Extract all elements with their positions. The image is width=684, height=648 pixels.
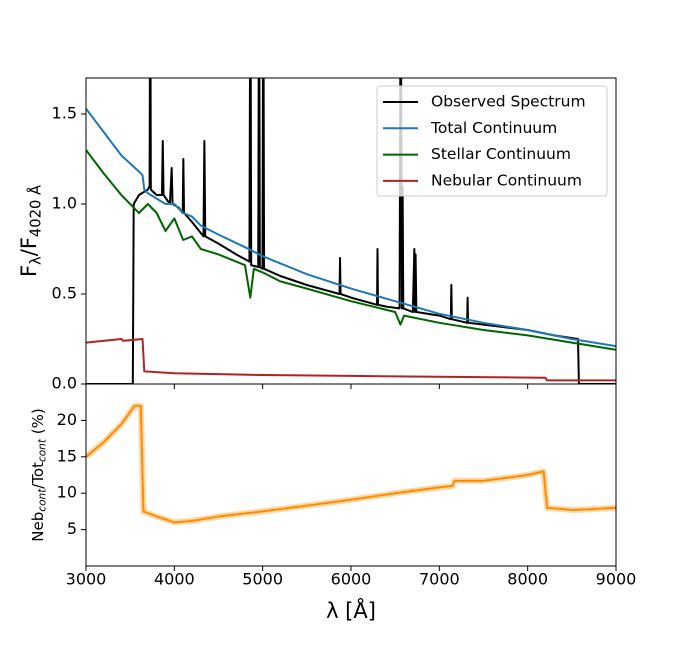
- y-axis-label: Fλ/F4020 Å: [17, 185, 44, 277]
- legend-label: Observed Spectrum: [431, 93, 586, 111]
- x-axis-label: λ [Å]: [326, 597, 376, 623]
- y-tick-label: 5: [67, 519, 77, 538]
- legend-box: [376, 85, 608, 197]
- y-tick-label: 1.5: [52, 104, 77, 123]
- y-tick-label: 20: [57, 410, 77, 429]
- y-tick-label: 0.5: [52, 284, 77, 303]
- series-line: [86, 338, 616, 382]
- series-line: [86, 149, 616, 351]
- uncertainty-band: [86, 402, 616, 526]
- y-tick-label: 15: [57, 446, 77, 465]
- y-axis-label-part: /Tot: [29, 462, 47, 489]
- series-line: [86, 404, 616, 524]
- x-tick-label: 5000: [242, 570, 283, 589]
- y-axis-label-sub: cont: [37, 438, 49, 462]
- x-tick-label: 6000: [331, 570, 372, 589]
- y-axis-label-part: Neb: [29, 512, 47, 542]
- y-tick-label: 0.0: [52, 374, 77, 393]
- x-tick-label: 4000: [154, 570, 195, 589]
- y-axis-label-part: (%): [29, 408, 47, 439]
- series-line: [86, 78, 616, 384]
- y-tick-label: 10: [57, 483, 77, 502]
- x-tick-label: 9000: [596, 570, 637, 589]
- legend-label: Total Continuum: [430, 119, 557, 137]
- x-tick-label: 3000: [66, 570, 107, 589]
- x-tick-label: 7000: [419, 570, 460, 589]
- y-axis-label: Nebcont/Totcont (%): [29, 408, 49, 541]
- legend-label: Nebular Continuum: [431, 171, 582, 189]
- plot-area: [86, 78, 616, 384]
- y-axis-label-sub: cont: [37, 488, 49, 512]
- y-tick-label: 1.0: [52, 194, 77, 213]
- y-axis-label-sub: 4020 Å: [27, 185, 44, 237]
- y-axis-label-sub: λ: [27, 256, 44, 265]
- plot-area: [86, 402, 616, 526]
- series-line: [86, 107, 616, 348]
- x-tick-label: 8000: [507, 570, 548, 589]
- legend-label: Stellar Continuum: [431, 145, 571, 163]
- y-axis-label-part: F: [17, 265, 41, 277]
- y-axis-label-part: /F: [17, 237, 41, 256]
